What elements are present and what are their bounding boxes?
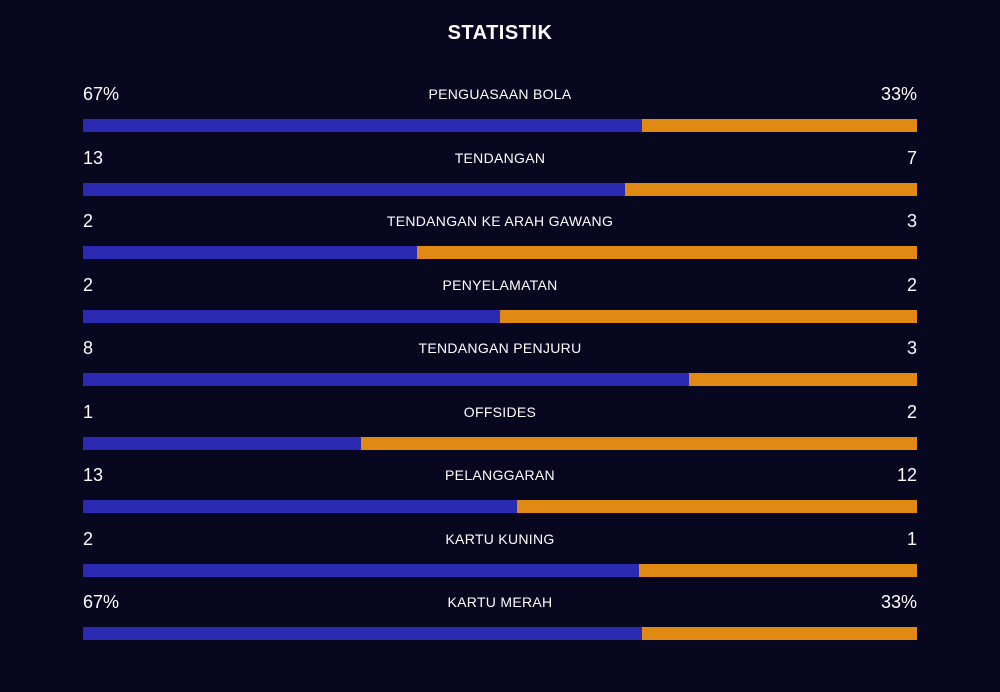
stat-bar-home bbox=[83, 182, 626, 196]
stat-home-value: 2 bbox=[83, 211, 94, 231]
stat-row: 67% KARTU MERAH 33% bbox=[83, 590, 917, 654]
stat-label: TENDANGAN bbox=[454, 149, 546, 166]
stat-label: KARTU KUNING bbox=[445, 530, 555, 547]
stat-comparison-bar bbox=[83, 373, 917, 386]
stat-comparison-bar bbox=[83, 182, 917, 196]
stat-comparison-bar bbox=[83, 436, 917, 450]
stat-away-value: 7 bbox=[906, 147, 917, 168]
stat-away-value: 33% bbox=[880, 84, 917, 104]
stat-comparison-bar bbox=[83, 563, 917, 577]
stat-home-value: 67% bbox=[83, 592, 120, 612]
stat-bar-away bbox=[625, 182, 917, 196]
stat-bar-away bbox=[416, 246, 917, 259]
stat-label: TENDANGAN KE ARAH GAWANG bbox=[386, 213, 614, 229]
stat-label: KARTU MERAH bbox=[447, 594, 553, 610]
stat-row: 2 PENYELAMATAN 2 bbox=[83, 273, 917, 337]
stat-bar-away bbox=[641, 627, 917, 640]
stat-bar-away bbox=[360, 436, 917, 450]
stat-row: 67% PENGUASAAN BOLA 33% bbox=[83, 82, 917, 146]
stat-comparison-bar bbox=[83, 500, 917, 513]
stat-row: 1 OFFSIDES 2 bbox=[83, 400, 917, 464]
stat-bar-home bbox=[83, 309, 500, 323]
stat-row: 13 PELANGGARAN 12 bbox=[83, 463, 917, 527]
stat-bar-away bbox=[500, 309, 917, 323]
stat-bar-away bbox=[639, 563, 917, 577]
stat-row: 2 KARTU KUNING 1 bbox=[83, 527, 917, 591]
stat-comparison-bar bbox=[83, 309, 917, 323]
stat-bar-away bbox=[641, 119, 917, 132]
stat-bar-home bbox=[83, 627, 642, 640]
stat-comparison-bar bbox=[83, 627, 917, 640]
stat-away-value: 3 bbox=[906, 338, 917, 358]
stat-comparison-bar bbox=[83, 119, 917, 132]
stat-home-value: 13 bbox=[83, 147, 104, 168]
stats-title: STATISTIK bbox=[447, 22, 553, 44]
stat-away-value: 2 bbox=[906, 274, 917, 295]
stat-label: OFFSIDES bbox=[463, 403, 537, 420]
stat-bar-home bbox=[83, 563, 640, 577]
stat-home-value: 8 bbox=[83, 338, 94, 358]
stat-away-value: 33% bbox=[880, 592, 917, 612]
stat-home-value: 67% bbox=[83, 84, 120, 104]
stat-home-value: 13 bbox=[83, 465, 104, 485]
stat-home-value: 2 bbox=[83, 274, 94, 295]
stat-bar-home bbox=[83, 436, 361, 450]
stat-home-value: 1 bbox=[83, 401, 94, 422]
stat-away-value: 12 bbox=[896, 465, 917, 485]
stat-label: PENYELAMATAN bbox=[442, 276, 558, 293]
stats-list: 67% PENGUASAAN BOLA 33% 13 TENDANGAN 7 2 TENDAN… bbox=[83, 82, 917, 654]
stat-bar-home bbox=[83, 119, 642, 132]
stat-away-value: 3 bbox=[906, 211, 917, 231]
stat-bar-away bbox=[516, 500, 917, 513]
stat-comparison-bar bbox=[83, 246, 917, 259]
stat-row: 13 TENDANGAN 7 bbox=[83, 146, 917, 210]
stat-label: TENDANGAN PENJURU bbox=[418, 340, 582, 356]
stat-bar-home bbox=[83, 246, 417, 259]
stat-bar-away bbox=[689, 373, 917, 386]
stat-row: 2 TENDANGAN KE ARAH GAWANG 3 bbox=[83, 209, 917, 273]
stat-away-value: 2 bbox=[906, 401, 917, 422]
stat-row: 8 TENDANGAN PENJURU 3 bbox=[83, 336, 917, 400]
stat-away-value: 1 bbox=[906, 528, 917, 549]
stat-label: PELANGGARAN bbox=[445, 467, 555, 483]
stat-bar-home bbox=[83, 500, 517, 513]
stat-bar-home bbox=[83, 373, 690, 386]
stat-home-value: 2 bbox=[83, 528, 94, 549]
stat-label: PENGUASAAN BOLA bbox=[428, 86, 572, 102]
